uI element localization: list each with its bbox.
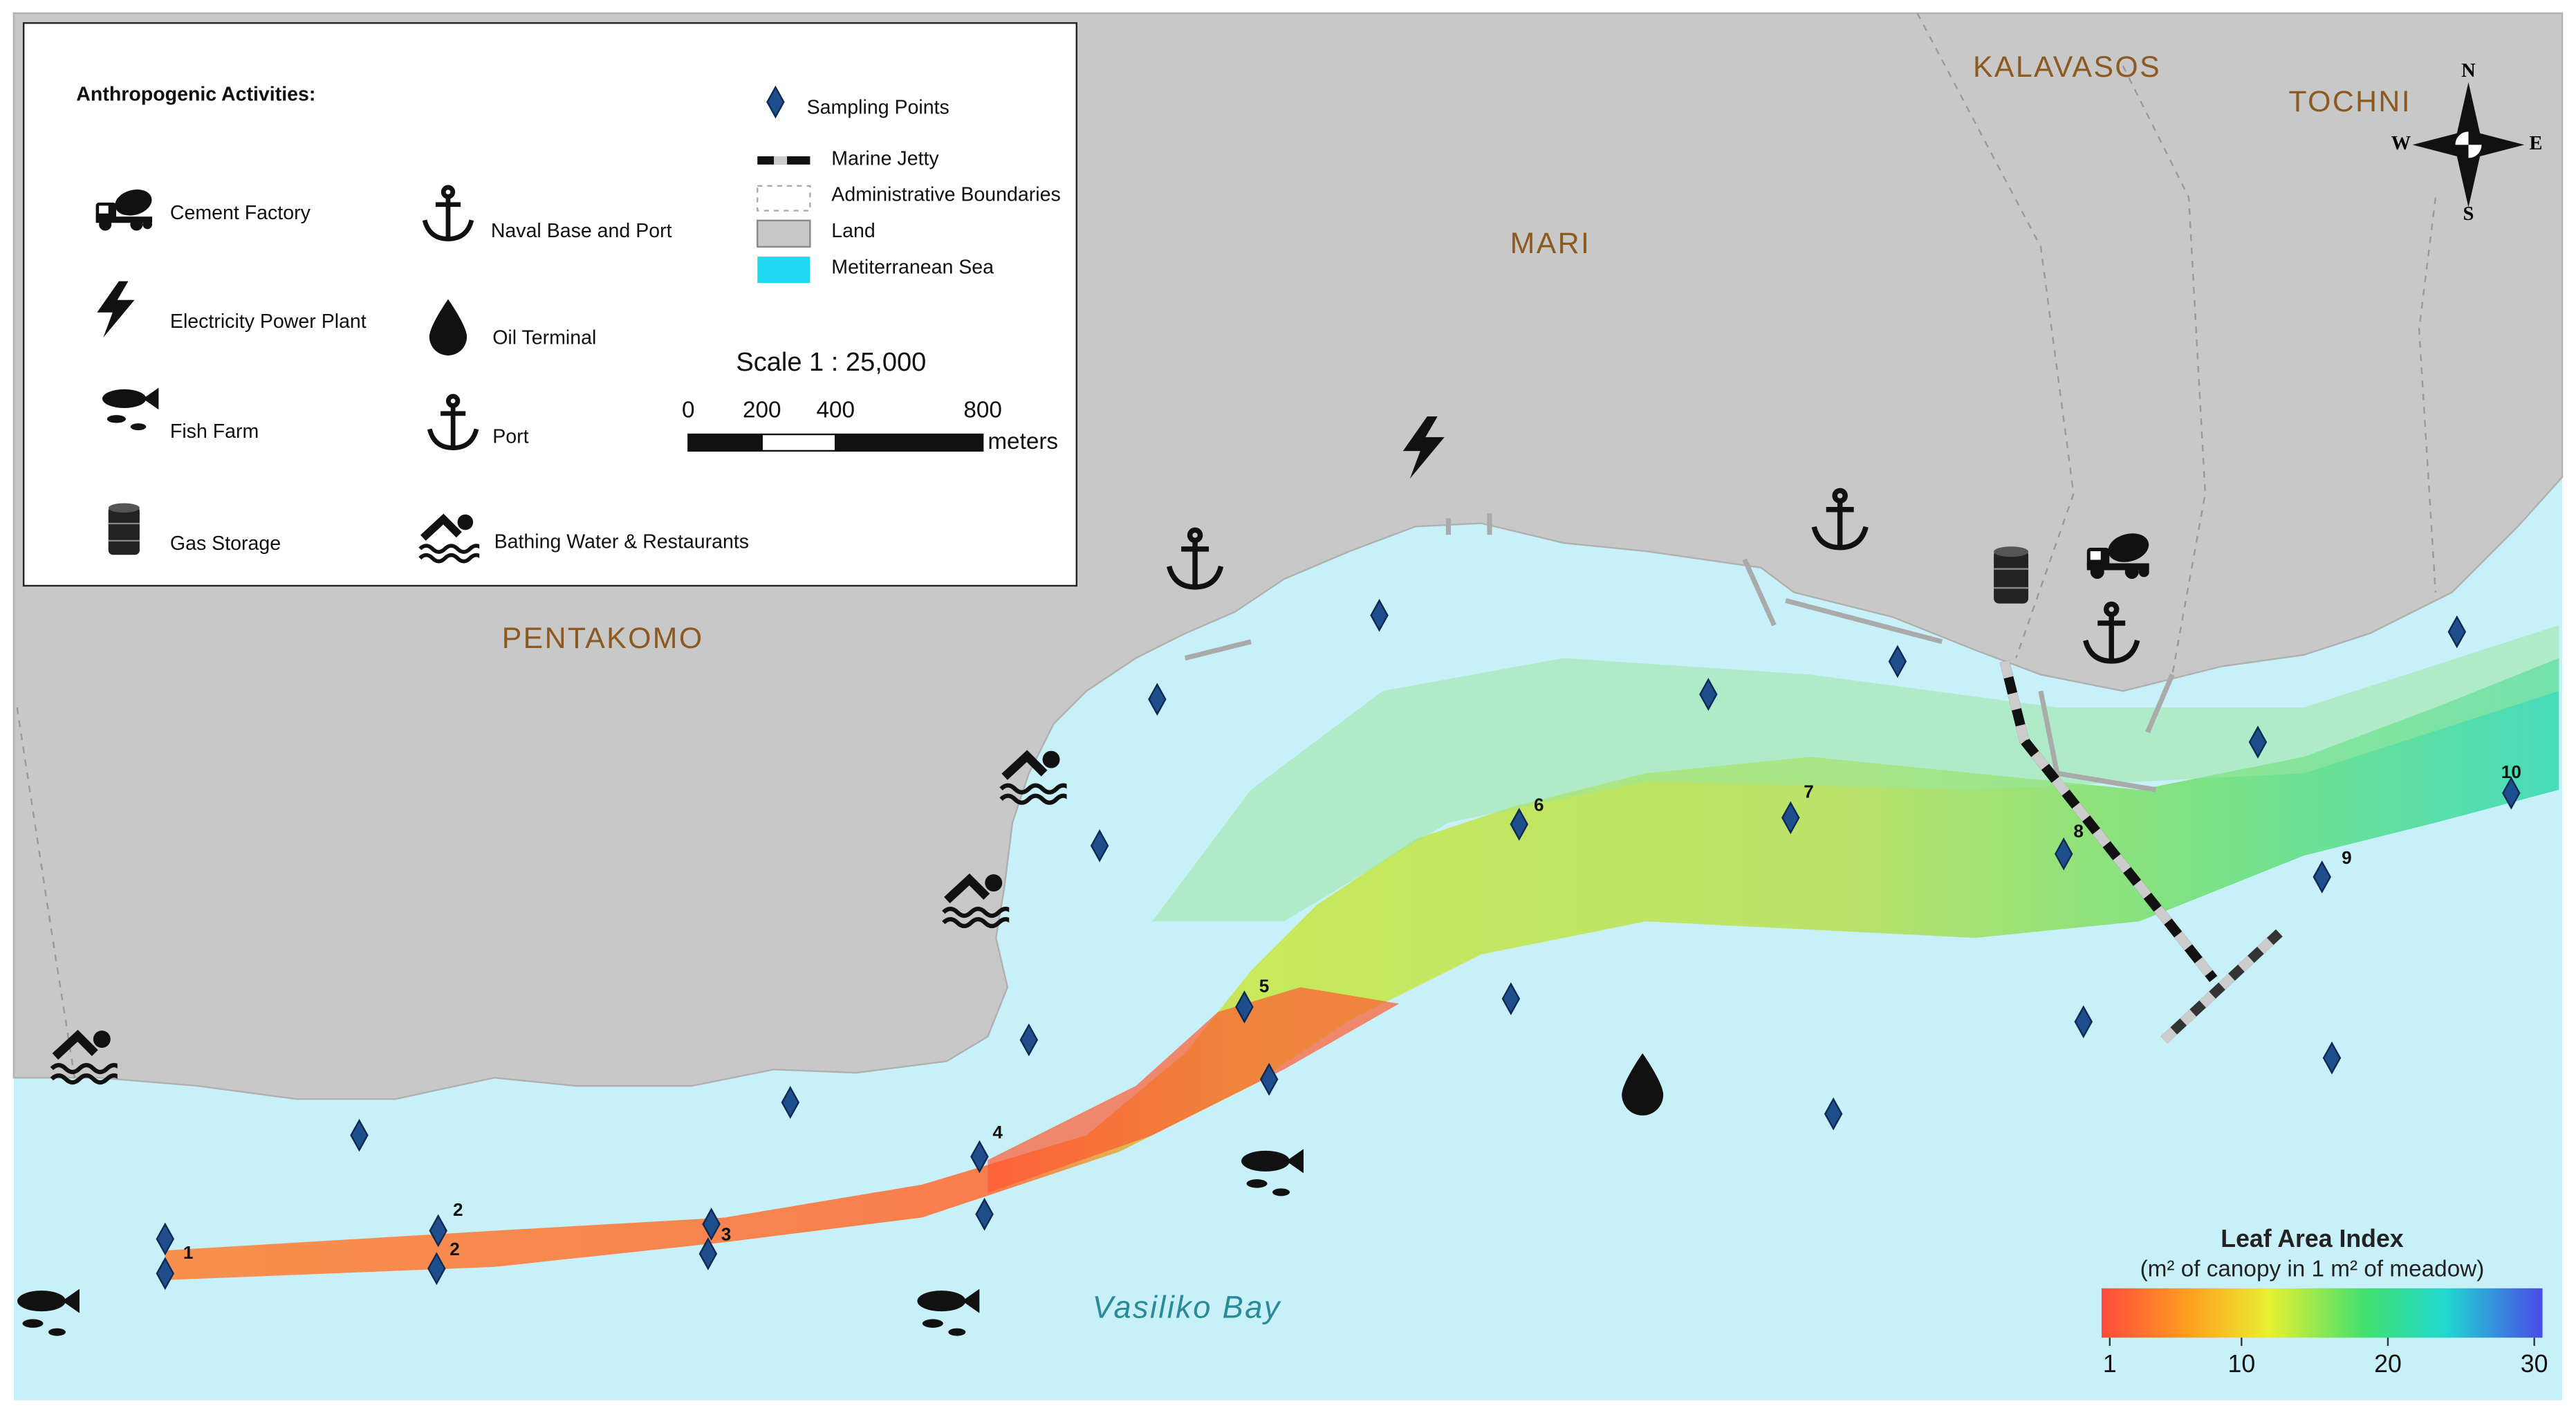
legend-label: Naval Base and Port bbox=[491, 220, 672, 242]
legend-label: Cement Factory bbox=[170, 202, 311, 224]
legend-label: Bathing Water & Restaurants bbox=[494, 531, 749, 553]
sampling-point bbox=[1019, 1023, 1039, 1057]
place-name: MARI bbox=[1510, 227, 1591, 260]
sampling-label: 4 bbox=[992, 1122, 1003, 1143]
sampling-point bbox=[2074, 1005, 2093, 1039]
key-sea bbox=[757, 257, 810, 284]
place-name: KALAVASOS bbox=[1973, 50, 2161, 84]
compass-label: E bbox=[2530, 133, 2543, 154]
scale-segment bbox=[835, 433, 984, 452]
compass bbox=[2412, 82, 2525, 207]
legend-label: Administrative Boundaries bbox=[831, 184, 1060, 206]
piers bbox=[1184, 513, 2175, 793]
bay-name: Vasiliko Bay bbox=[1093, 1290, 1281, 1325]
sampling-point bbox=[429, 1214, 447, 1248]
legend-label: Fish Farm bbox=[170, 420, 259, 443]
sampling-point bbox=[1888, 645, 1907, 678]
sampling-point bbox=[2447, 615, 2467, 649]
colorbar-subtitle: (m² of canopy in 1 m² of meadow) bbox=[2140, 1256, 2485, 1282]
sampling-point bbox=[2502, 776, 2521, 810]
legend-label: Metiterranean Sea bbox=[831, 256, 994, 278]
legend-label: Gas Storage bbox=[170, 533, 281, 555]
sampling-label: 2 bbox=[453, 1199, 463, 1220]
sampling-point bbox=[975, 1197, 994, 1231]
sampling-point bbox=[1699, 678, 1718, 711]
sampling-point bbox=[2322, 1041, 2342, 1075]
scale-tick-label: 200 bbox=[743, 398, 781, 423]
scale-tick-label: 0 bbox=[682, 398, 695, 423]
jetty bbox=[1999, 660, 2283, 1044]
compass-label: W bbox=[2391, 133, 2411, 154]
sampling-point bbox=[1824, 1097, 1843, 1131]
place-name: PENTAKOMO bbox=[502, 622, 704, 655]
legend-label: Port bbox=[492, 425, 528, 447]
sampling-label: 1 bbox=[183, 1242, 194, 1263]
legend-label: Oil Terminal bbox=[492, 327, 596, 349]
icon bbox=[107, 502, 141, 556]
seagrass-main bbox=[165, 658, 2559, 1280]
sampling-point bbox=[350, 1118, 369, 1152]
sampling-point bbox=[1510, 808, 1529, 841]
sampling-label: 9 bbox=[2342, 847, 2352, 868]
legend-label: Electricity Power Plant bbox=[170, 311, 367, 333]
sampling-point bbox=[2054, 837, 2073, 871]
scale-segment bbox=[687, 433, 763, 452]
sampling-label: 8 bbox=[2073, 821, 2084, 842]
sampling-point bbox=[781, 1086, 800, 1119]
sampling-point bbox=[1781, 801, 1800, 835]
legend-box bbox=[22, 22, 1077, 587]
sampling-point bbox=[2313, 860, 2332, 894]
legend-label: Marine Jetty bbox=[831, 147, 939, 169]
scale-title: Scale 1 : 25,000 bbox=[736, 348, 926, 377]
sampling-point bbox=[1259, 1062, 1279, 1096]
sampling-point bbox=[698, 1237, 718, 1270]
colorbar-tick-label: 10 bbox=[2227, 1350, 2255, 1378]
sampling-point bbox=[156, 1222, 175, 1256]
sampling-point bbox=[1370, 598, 1389, 632]
sampling-label: 3 bbox=[721, 1224, 732, 1245]
sampling-point bbox=[1148, 683, 1167, 716]
sampling-point bbox=[1501, 982, 1521, 1015]
seagrass-upper bbox=[1152, 625, 2559, 922]
compass-label: S bbox=[2463, 203, 2474, 225]
scale-tick-label: 800 bbox=[963, 398, 1002, 423]
sampling-label: 7 bbox=[1804, 782, 1814, 802]
sampling-label: 6 bbox=[1534, 795, 1544, 815]
sampling-label: 5 bbox=[1259, 975, 1270, 996]
legend-label: Land bbox=[831, 220, 875, 242]
colorbar-tick-label: 1 bbox=[2103, 1350, 2117, 1378]
place-name: TOCHNI bbox=[2288, 85, 2411, 118]
legend-label: Sampling Points bbox=[807, 97, 949, 119]
colorbar-tick-label: 20 bbox=[2374, 1350, 2402, 1378]
colorbar-title: Leaf Area Index bbox=[2221, 1225, 2403, 1252]
sampling-point bbox=[2248, 725, 2268, 759]
scale-segment bbox=[761, 433, 837, 452]
sampling-point bbox=[1235, 990, 1254, 1024]
sampling-point bbox=[156, 1257, 175, 1291]
sampling-point bbox=[766, 85, 785, 119]
legend-title: Anthropogenic Activities: bbox=[76, 84, 315, 106]
sampling-point bbox=[702, 1208, 721, 1241]
sampling-label: 2 bbox=[450, 1239, 460, 1259]
scale-tick-label: 400 bbox=[816, 398, 855, 423]
colorbar-tick-label: 30 bbox=[2521, 1350, 2548, 1378]
colorbar bbox=[2101, 1288, 2543, 1338]
scale-unit: meters bbox=[988, 429, 1058, 454]
admin-boundaries bbox=[16, 12, 2437, 1078]
sampling-label: 10 bbox=[2501, 761, 2521, 782]
sampling-point bbox=[427, 1252, 446, 1286]
key-land bbox=[757, 219, 811, 248]
seagrass-red-core bbox=[988, 987, 1400, 1193]
sampling-point bbox=[970, 1140, 989, 1174]
icon bbox=[1992, 545, 2030, 604]
compass-label: N bbox=[2461, 60, 2476, 82]
sampling-point bbox=[1090, 829, 1109, 862]
key-jetty bbox=[774, 156, 788, 165]
